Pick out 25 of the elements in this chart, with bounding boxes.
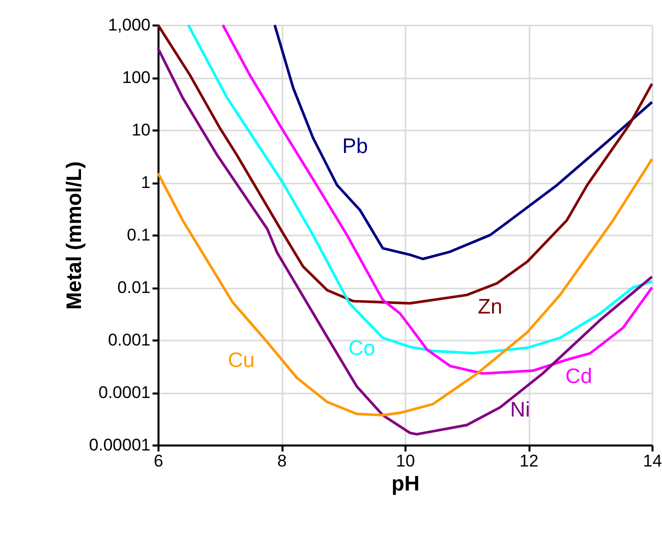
series-label: Ni: [510, 398, 530, 422]
series-label: Cd: [565, 364, 592, 388]
series-label: Co: [348, 336, 376, 360]
x-tick-label: 14: [643, 452, 662, 470]
x-axis-title: pH: [392, 472, 420, 496]
y-tick-label: 0.1: [126, 226, 150, 244]
series-label: Pb: [342, 135, 368, 158]
x-tick-label: 6: [154, 452, 164, 470]
y-tick-label: 1,000: [108, 16, 150, 34]
y-tick-label: 10: [132, 120, 150, 140]
y-tick-label: 0.01: [117, 278, 150, 297]
y-tick-label: 0.001: [108, 330, 150, 350]
x-tick-label: 10: [396, 452, 415, 470]
y-axis-title: Metal (mmol/L): [63, 161, 86, 310]
x-tick-label: 12: [520, 452, 538, 470]
y-tick-label: 0.00001: [89, 436, 150, 454]
y-tick-label: 1: [141, 173, 150, 192]
line-series: [273, 24, 654, 260]
line-series: [156, 46, 654, 436]
series-label: Cu: [228, 349, 255, 372]
series-label: Zn: [478, 295, 502, 318]
line-series: [156, 158, 654, 416]
y-tick-label: 100: [122, 68, 150, 87]
y-tick-label: 0.0001: [98, 383, 150, 402]
x-tick-label: 8: [277, 452, 287, 470]
